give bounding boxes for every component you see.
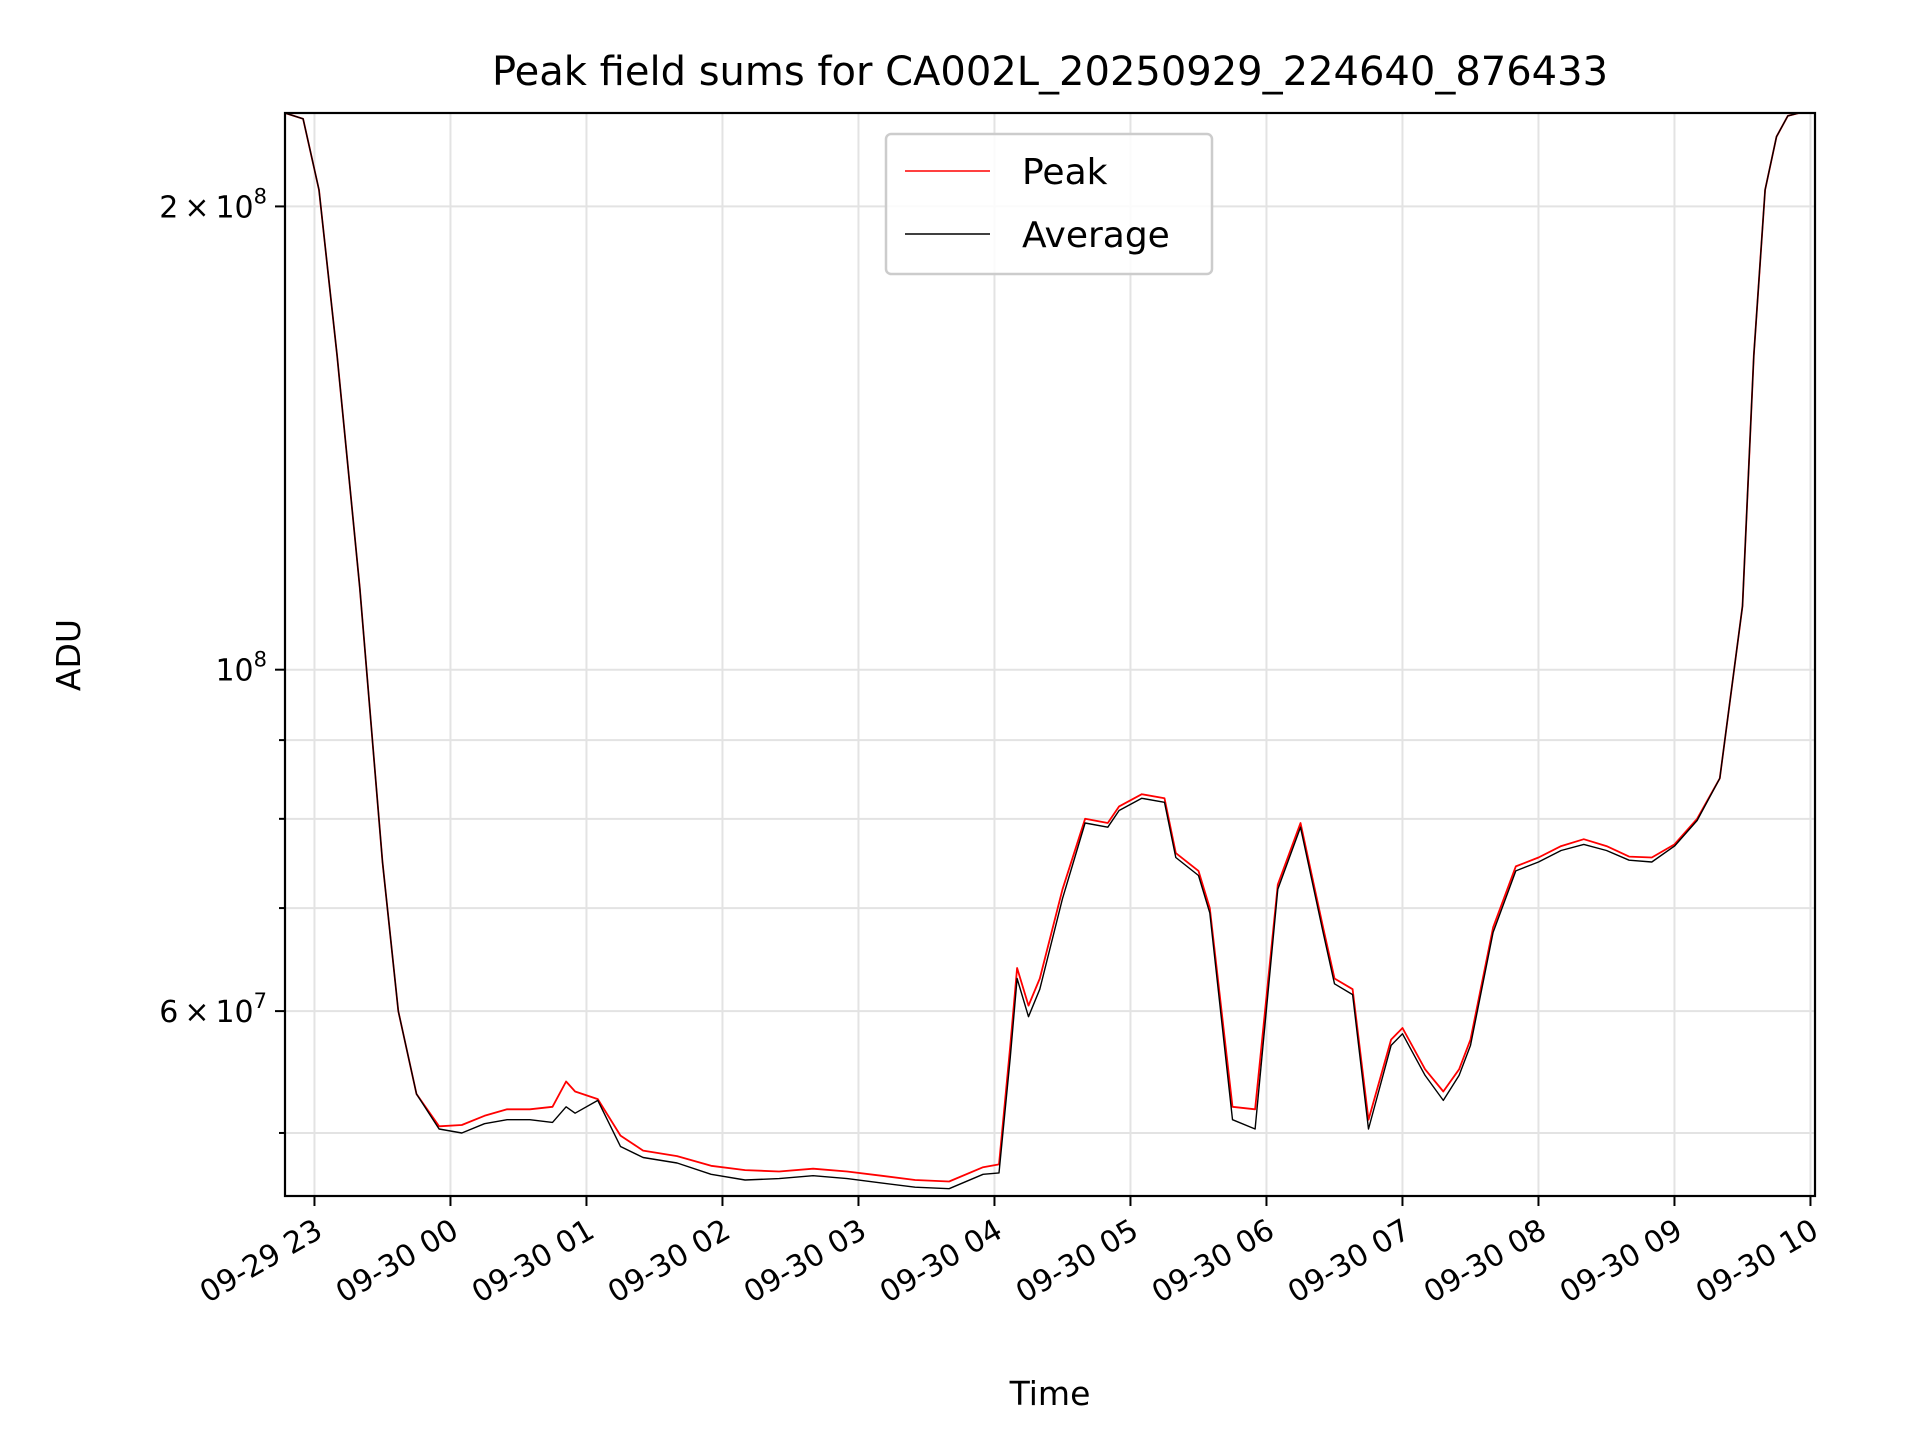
legend-box bbox=[884, 132, 1214, 276]
chart-title: Peak field sums for CA002L_20250929_2246… bbox=[492, 49, 1608, 95]
x-tick-label: 09-30 08 bbox=[1418, 1213, 1552, 1311]
grid-lines bbox=[285, 113, 1815, 1196]
legend: Peak Average bbox=[884, 132, 1214, 276]
y-axis-label: ADU bbox=[49, 619, 88, 691]
x-axis-label: Time bbox=[1009, 1374, 1091, 1413]
x-tick-label: 09-30 03 bbox=[738, 1213, 872, 1311]
x-tick-label: 09-30 06 bbox=[1146, 1213, 1280, 1311]
series-layer bbox=[285, 113, 1815, 1190]
legend-label-average: Average bbox=[1022, 215, 1170, 256]
x-tick-label: 09-30 04 bbox=[874, 1213, 1008, 1311]
x-tick-label: 09-30 01 bbox=[466, 1213, 600, 1311]
x-tick-label: 09-30 02 bbox=[602, 1213, 736, 1311]
plot-frame bbox=[283, 111, 1817, 1198]
x-tick-label: 09-30 07 bbox=[1282, 1213, 1416, 1311]
legend-label-peak: Peak bbox=[1022, 152, 1108, 193]
y-tick-label: 6 × 107 bbox=[159, 989, 267, 1030]
series-line-peak bbox=[285, 113, 1815, 1183]
x-tick-label: 09-30 10 bbox=[1690, 1213, 1824, 1311]
x-tick-label: 09-30 00 bbox=[330, 1213, 464, 1311]
y-tick-label: 108 bbox=[215, 648, 267, 689]
axis-tick-labels: 09-29 23 09-30 00 09-30 01 09-30 02 09-30 03… bbox=[159, 184, 1824, 1310]
series-line-average bbox=[285, 113, 1815, 1190]
x-tick-label: 09-30 09 bbox=[1554, 1213, 1688, 1311]
y-tick-label: 2 × 108 bbox=[159, 184, 267, 225]
x-tick-label: 09-30 05 bbox=[1010, 1213, 1144, 1311]
x-tick-label: 09-29 23 bbox=[194, 1213, 328, 1311]
axis-ticks bbox=[275, 205, 1812, 1206]
